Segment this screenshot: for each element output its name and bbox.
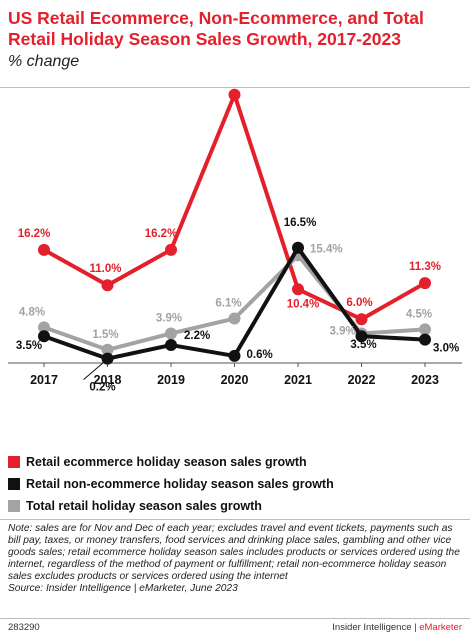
data-label-total-2018: 1.5% [92, 329, 118, 341]
chart-title: US Retail Ecommerce, Non-Ecommerce, and … [8, 8, 424, 49]
point-non-ecommerce-2023 [419, 333, 431, 346]
note-divider [0, 519, 470, 520]
data-label-non-ecommerce-2017: 3.5% [16, 340, 42, 352]
point-non-ecommerce-2022 [355, 330, 368, 343]
footer: 283290 Insider Intelligence | eMarketer [0, 620, 470, 637]
point-total-2017 [38, 321, 50, 334]
data-label-total-2017: 4.8% [19, 306, 45, 318]
x-tick-label-2018: 2018 [94, 373, 122, 387]
data-label-ecommerce-2021: 10.4% [287, 298, 320, 310]
point-ecommerce-2018 [101, 279, 114, 292]
note-block: Note: sales are for Nov and Dec of each … [8, 523, 466, 596]
x-tick-label-2019: 2019 [157, 373, 185, 387]
legend-item-non-ecommerce: Retail non-ecommerce holiday season sale… [8, 473, 334, 495]
point-total-2018 [101, 343, 114, 356]
data-label-non-ecommerce-2019: 2.2% [184, 330, 210, 342]
point-ecommerce-2021 [292, 283, 304, 296]
data-label-total-2022: 3.9% [330, 325, 356, 337]
data-label-non-ecommerce-2023: 3.0% [433, 343, 459, 355]
point-non-ecommerce-2021 [292, 241, 304, 254]
brand-separator: | [411, 622, 420, 633]
source-text: Source: Insider Intelligence | eMarketer… [8, 583, 238, 595]
point-ecommerce-2023 [419, 277, 431, 290]
point-non-ecommerce-2019 [165, 339, 177, 352]
legend-swatch-non-ecommerce [8, 478, 20, 490]
note-text: Note: sales are for Nov and Dec of each … [8, 523, 460, 583]
point-ecommerce-2022 [355, 313, 368, 326]
data-label-non-ecommerce-2021: 16.5% [284, 217, 317, 229]
point-ecommerce-2017 [38, 243, 50, 256]
x-tick-label-2020: 2020 [221, 373, 249, 387]
legend-item-total: Total retail holiday season sales growth [8, 495, 334, 517]
chart-id: 283290 [8, 622, 40, 633]
data-label-non-ecommerce-2022: 3.5% [350, 339, 376, 351]
chart-subtitle: % change [8, 53, 80, 70]
x-tick-label-2023: 2023 [411, 373, 439, 387]
data-label-ecommerce-2017: 16.2% [18, 228, 51, 240]
top-divider [0, 87, 470, 88]
x-tick-label-2017: 2017 [30, 373, 58, 387]
point-ecommerce-2020 [228, 88, 241, 101]
data-label-total-2023: 4.5% [406, 308, 432, 320]
label-leader-2018 [83, 361, 105, 381]
data-label-ecommerce-2023: 11.3% [409, 261, 441, 273]
point-non-ecommerce-2017 [38, 330, 50, 343]
brand-emarketer: eMarketer [419, 622, 462, 633]
x-tick-label-2022: 2022 [348, 373, 376, 387]
legend: Retail ecommerce holiday season sales gr… [8, 451, 334, 517]
data-label-ecommerce-2019: 16.2% [145, 228, 178, 240]
data-label-total-2021: 15.4% [310, 243, 343, 255]
data-label-ecommerce-2022: 6.0% [346, 297, 372, 309]
data-label-non-ecommerce-2020: 0.6% [247, 349, 273, 361]
legend-swatch-ecommerce [8, 456, 20, 468]
footer-divider [0, 618, 470, 619]
data-label-total-2019: 3.9% [156, 312, 182, 324]
point-total-2019 [165, 327, 177, 340]
data-label-ecommerce-2018: 11.0% [90, 263, 122, 275]
legend-item-ecommerce: Retail ecommerce holiday season sales gr… [8, 451, 334, 473]
series-line-ecommerce [42, 92, 427, 322]
data-label-non-ecommerce-2018: 0.2% [89, 382, 115, 393]
legend-label-non-ecommerce: Retail non-ecommerce holiday season sale… [26, 477, 334, 491]
point-total-2020 [228, 312, 241, 325]
point-ecommerce-2019 [165, 243, 177, 256]
data-label-total-2020: 6.1% [215, 298, 241, 310]
legend-label-total: Total retail holiday season sales growth [26, 499, 262, 513]
x-tick-label-2021: 2021 [284, 373, 312, 387]
legend-swatch-total [8, 500, 20, 512]
point-non-ecommerce-2020 [228, 349, 241, 362]
brand-credit: Insider Intelligence | eMarketer [332, 622, 462, 633]
brand-main: Insider Intelligence [332, 622, 412, 633]
point-total-2023 [419, 323, 431, 336]
legend-label-ecommerce: Retail ecommerce holiday season sales gr… [26, 455, 307, 469]
line-chart: 2017 2018 2019 2020 2021 2022 2023 16.2% 11.0% 16… [8, 88, 462, 393]
